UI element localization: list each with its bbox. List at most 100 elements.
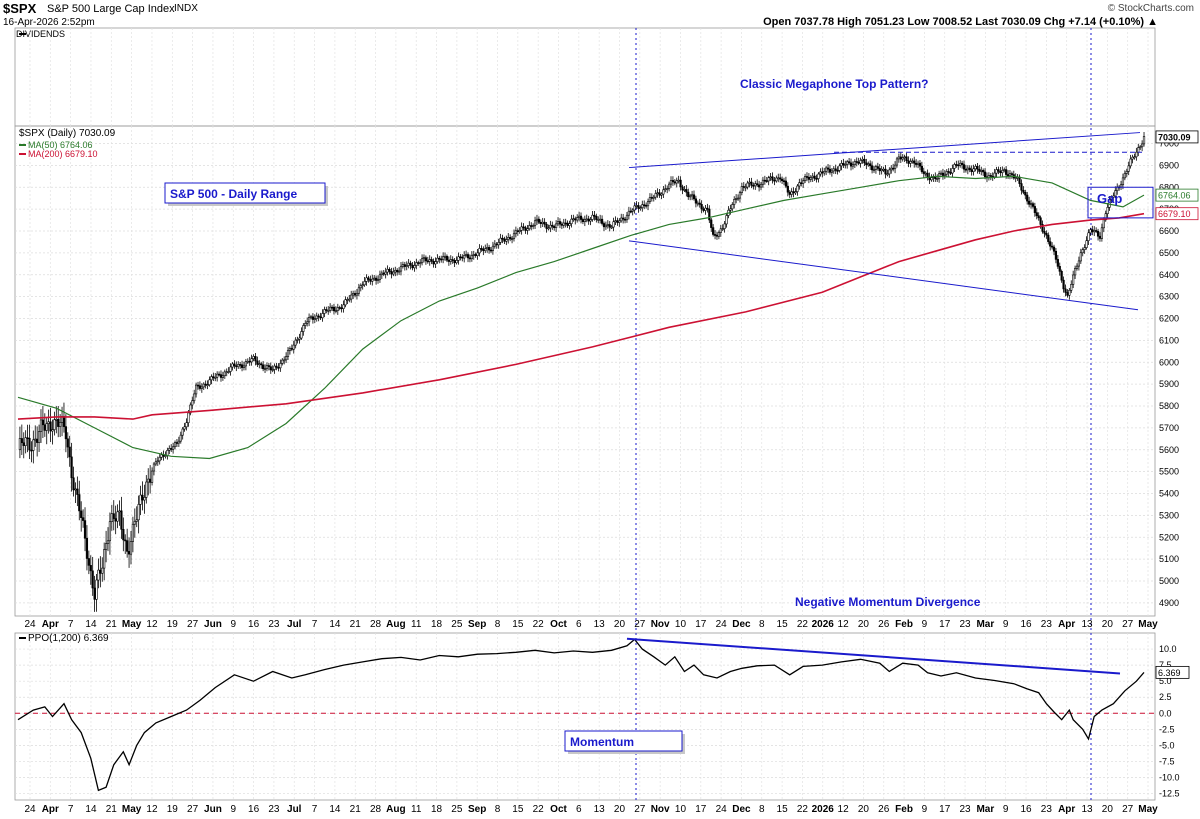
candle-body [1121, 177, 1125, 186]
x-axis-label: 14 [329, 804, 341, 815]
x-axis-label: 20 [1102, 804, 1114, 815]
price-y-tick: 6600 [1159, 226, 1179, 236]
candle-body [277, 367, 280, 369]
candle-body [844, 164, 847, 166]
ppo-y-tick: 0.0 [1159, 708, 1172, 718]
candle-body [512, 233, 516, 239]
candle-body [344, 299, 347, 306]
candle-body [729, 208, 732, 211]
x-axis-label: 16 [1020, 804, 1032, 815]
candle-body [80, 510, 83, 519]
candle-body [541, 221, 544, 224]
candle-body [307, 317, 311, 323]
candle-body [901, 157, 904, 160]
candle-body [650, 197, 653, 199]
candle-body [252, 356, 255, 359]
candle-body [545, 223, 548, 229]
candle-body [145, 481, 148, 498]
candle-body [352, 293, 355, 296]
candle-body [181, 428, 184, 436]
candle-body [386, 268, 389, 273]
candle-body [744, 186, 747, 189]
price-y-tick: 5300 [1159, 510, 1179, 520]
candle-body [622, 217, 625, 220]
candle-body [212, 376, 215, 379]
x-axis-label: 8 [495, 619, 501, 630]
dividends-panel [14, 27, 1156, 127]
candle-body [401, 264, 405, 267]
candle-body [440, 258, 443, 261]
candle-body [1096, 230, 1100, 237]
momentum-box: Momentum [564, 730, 685, 754]
candle-body [869, 163, 872, 167]
candle-body [294, 339, 297, 346]
candle-body [68, 446, 71, 458]
x-axis-label: Apr [1058, 619, 1075, 630]
x-axis-label: 18 [431, 619, 443, 630]
candle-body [723, 223, 726, 229]
candle-body [599, 218, 602, 221]
candle-body [1098, 235, 1102, 239]
x-axis-label: 27 [1122, 804, 1134, 815]
candle-body [610, 226, 613, 229]
candle-body [625, 214, 629, 221]
candle-body [713, 234, 717, 236]
candle-body [1045, 233, 1048, 236]
x-axis-label: 7 [68, 804, 74, 815]
candle-body [216, 373, 219, 378]
price-y-tick: 6800 [1159, 182, 1179, 192]
candle-body [194, 384, 198, 395]
candle-body [445, 255, 449, 261]
x-axis-label: Aug [386, 804, 405, 815]
candle-body [271, 369, 274, 371]
candle-body [217, 373, 221, 376]
candle-body [1024, 192, 1027, 196]
header-ohlc: Open 7037.78 High 7051.23 Low 7008.52 La… [763, 16, 1158, 28]
candle-body [1054, 250, 1058, 260]
x-axis-label: Apr [42, 804, 59, 815]
x-axis-label: 15 [777, 804, 789, 815]
candle-body [953, 164, 956, 169]
candle-body [786, 185, 789, 193]
candle-body [533, 220, 537, 226]
x-axis-label: Oct [550, 804, 567, 815]
candle-body [717, 232, 720, 237]
candle-body [361, 284, 364, 287]
ppo-y-tick: -12.5 [1159, 789, 1180, 799]
price-y-tick: 6100 [1159, 335, 1179, 345]
candle-body [206, 384, 209, 387]
candle-body [616, 220, 619, 223]
candle-body [468, 257, 472, 260]
x-axis-label: 8 [759, 804, 765, 815]
x-axis-label: 23 [959, 804, 971, 815]
candle-body [428, 259, 431, 262]
candle-body [683, 189, 686, 191]
ppo-y-tick: 10.0 [1159, 644, 1177, 654]
candle-body [892, 167, 895, 170]
candle-body [1060, 271, 1063, 281]
x-axis-label: May [1138, 619, 1158, 630]
candle-body [284, 356, 288, 361]
ppo-y-tick: 5.0 [1159, 676, 1172, 686]
candle-body [482, 248, 485, 252]
candle-body [72, 477, 75, 491]
candle-body [49, 421, 52, 432]
candle-body [104, 543, 108, 550]
candle-body [187, 412, 190, 424]
x-axis-label: Sep [468, 619, 486, 630]
candle-body [591, 214, 594, 220]
candle-body [143, 497, 146, 501]
candle-body [1125, 171, 1128, 174]
candle-body [941, 172, 945, 176]
candle-body [721, 228, 724, 230]
ppo-y-tick: 7.5 [1159, 660, 1172, 670]
candle-body [1020, 183, 1023, 191]
candle-body [30, 449, 33, 452]
candle-body [830, 170, 833, 173]
candle-body [788, 191, 791, 195]
candle-body [654, 193, 657, 198]
candle-body [1142, 136, 1146, 145]
candle-body [258, 363, 261, 366]
x-axis-label: 27 [187, 619, 199, 630]
